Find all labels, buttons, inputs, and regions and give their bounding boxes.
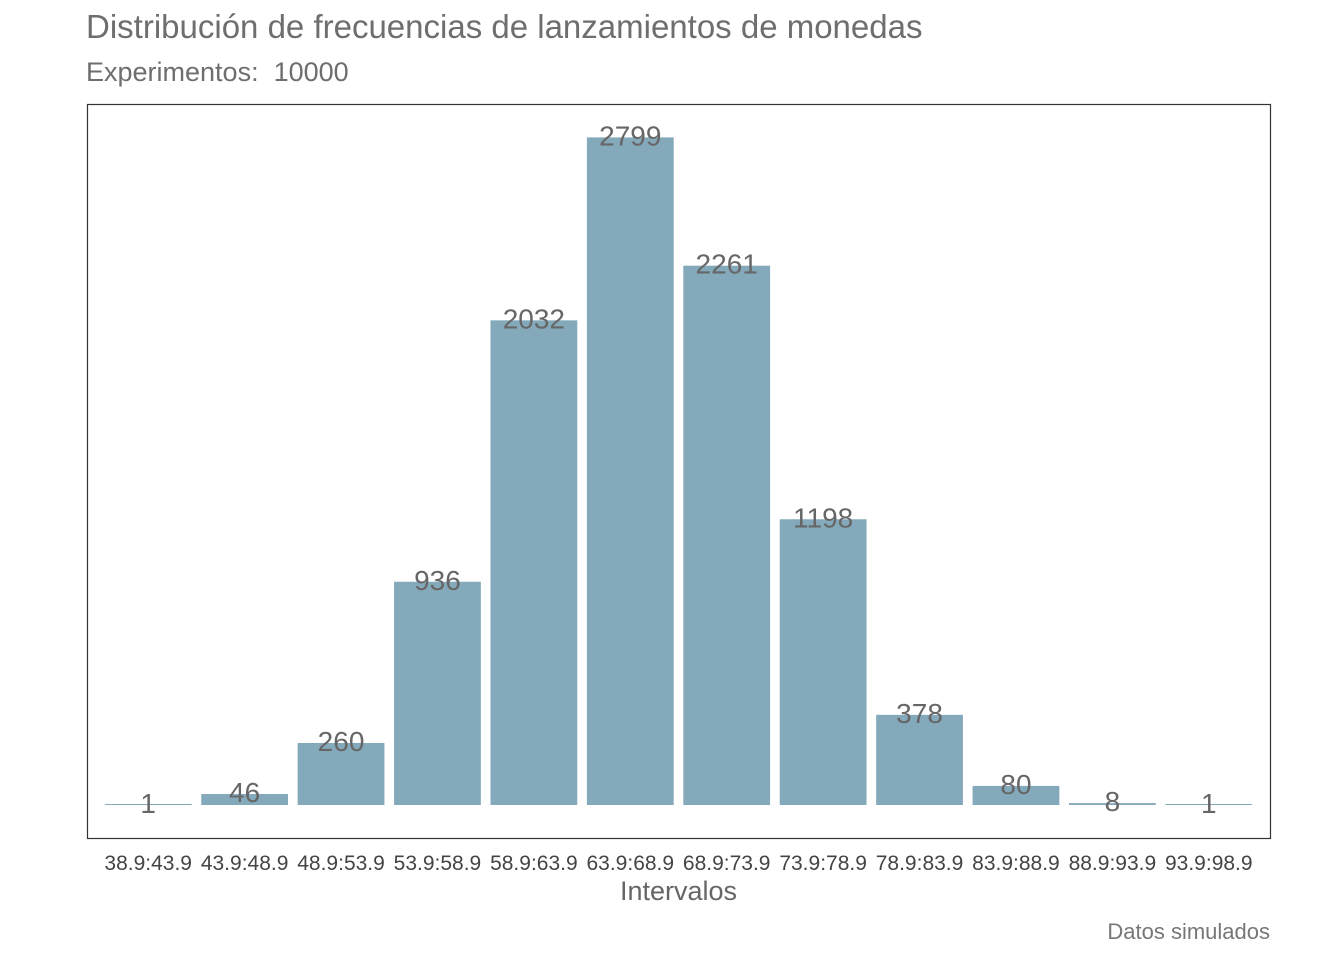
data-label: 2032 [503, 303, 565, 334]
x-tick-label: 88.9:93.9 [1069, 852, 1157, 875]
panel-border [86, 103, 1272, 840]
data-label: 2261 [696, 249, 758, 280]
x-tick-label: 38.9:43.9 [104, 852, 192, 875]
x-tick-label: 53.9:58.9 [394, 852, 482, 875]
bar-53.9:58.9 [394, 581, 481, 805]
x-tick-label: 68.9:73.9 [683, 852, 771, 875]
bar-88.9:93.9 [1068, 803, 1156, 805]
data-label: 8 [1105, 786, 1121, 817]
data-label: 1 [140, 788, 156, 819]
x-tick-label: 63.9:68.9 [586, 852, 674, 875]
data-label: 378 [896, 698, 943, 729]
x-axis-title: Intervalos [619, 876, 738, 906]
data-label: 80 [1000, 769, 1031, 800]
x-tick-label: 83.9:88.9 [972, 852, 1060, 875]
bar-58.9:63.9 [490, 320, 578, 805]
x-tick-label: 43.9:48.9 [201, 852, 289, 875]
bars-layer [104, 137, 1253, 806]
x-tick-label: 48.9:53.9 [297, 852, 385, 875]
data-label: 936 [414, 565, 461, 596]
bar-38.9:43.9 [104, 804, 192, 805]
chart-title: Distribución de frecuencias de lanzamien… [86, 8, 923, 45]
data-label: 260 [318, 726, 365, 757]
x-tick-labels-layer: 38.9:43.9 43.9:48.9 48.9:53.9 53.9:58.9 58.9… [104, 852, 1252, 875]
data-label: 2799 [599, 120, 661, 151]
bar-93.9:98.9 [1165, 804, 1253, 805]
chart-subtitle: Experimentos: 10000 [86, 57, 349, 87]
data-labels-layer: 1 46 260 936 2032 2799 2261 1198 378 80 8 1 [140, 120, 1216, 818]
data-label: 46 [229, 777, 260, 808]
bar-83.9:88.9 [972, 785, 1060, 805]
x-tick-label: 78.9:83.9 [876, 852, 964, 875]
bar-73.9:78.9 [779, 519, 867, 805]
bar-48.9:53.9 [297, 742, 385, 805]
bar-68.9:73.9 [683, 265, 771, 806]
x-tick-label: 93.9:98.9 [1165, 852, 1253, 875]
x-tick-label: 58.9:63.9 [490, 852, 578, 875]
data-label: 1 [1201, 788, 1217, 819]
data-label: 1198 [793, 502, 853, 533]
bar-43.9:48.9 [201, 794, 289, 805]
bar-63.9:68.9 [586, 137, 674, 805]
x-tick-label: 73.9:78.9 [779, 852, 867, 875]
caption: Datos simulados [1107, 919, 1270, 944]
bar-78.9:83.9 [876, 714, 963, 805]
